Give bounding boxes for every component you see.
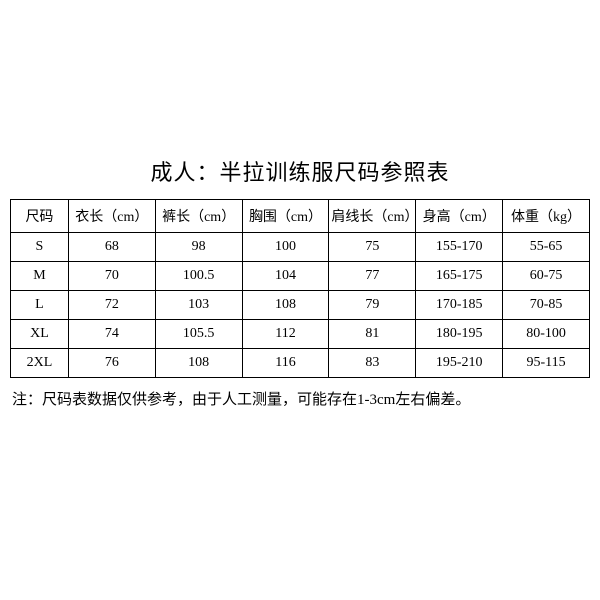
col-header-size: 尺码 [11, 200, 69, 233]
footnote-text: 注：尺码表数据仅供参考，由于人工测量，可能存在1-3cm左右偏差。 [10, 388, 590, 409]
col-header-length: 衣长（cm） [68, 200, 155, 233]
cell-value: 55-65 [503, 233, 590, 262]
table-row: M 70 100.5 104 77 165-175 60-75 [11, 262, 590, 291]
cell-value: 70 [68, 262, 155, 291]
cell-value: 68 [68, 233, 155, 262]
cell-size: 2XL [11, 349, 69, 378]
col-header-weight: 体重（kg） [503, 200, 590, 233]
cell-value: 83 [329, 349, 416, 378]
cell-value: 108 [242, 291, 329, 320]
cell-value: 70-85 [503, 291, 590, 320]
cell-value: 76 [68, 349, 155, 378]
cell-value: 60-75 [503, 262, 590, 291]
cell-value: 170-185 [416, 291, 503, 320]
table-row: 2XL 76 108 116 83 195-210 95-115 [11, 349, 590, 378]
cell-value: 75 [329, 233, 416, 262]
cell-value: 108 [155, 349, 242, 378]
table-row: XL 74 105.5 112 81 180-195 80-100 [11, 320, 590, 349]
cell-value: 100.5 [155, 262, 242, 291]
size-chart-container: 成人：半拉训练服尺码参照表 尺码 衣长（cm） 裤长（cm） 胸围（cm） 肩线… [10, 155, 590, 409]
cell-value: 103 [155, 291, 242, 320]
cell-value: 95-115 [503, 349, 590, 378]
cell-value: 98 [155, 233, 242, 262]
cell-value: 74 [68, 320, 155, 349]
col-header-height: 身高（cm） [416, 200, 503, 233]
cell-value: 80-100 [503, 320, 590, 349]
table-body: S 68 98 100 75 155-170 55-65 M 70 100.5 … [11, 233, 590, 378]
cell-value: 79 [329, 291, 416, 320]
cell-value: 155-170 [416, 233, 503, 262]
table-row: S 68 98 100 75 155-170 55-65 [11, 233, 590, 262]
cell-size: L [11, 291, 69, 320]
cell-value: 105.5 [155, 320, 242, 349]
cell-size: S [11, 233, 69, 262]
cell-value: 180-195 [416, 320, 503, 349]
cell-value: 195-210 [416, 349, 503, 378]
table-row: L 72 103 108 79 170-185 70-85 [11, 291, 590, 320]
cell-value: 77 [329, 262, 416, 291]
cell-value: 100 [242, 233, 329, 262]
size-table: 尺码 衣长（cm） 裤长（cm） 胸围（cm） 肩线长（cm） 身高（cm） 体… [10, 199, 590, 378]
cell-value: 116 [242, 349, 329, 378]
col-header-shoulder: 肩线长（cm） [329, 200, 416, 233]
cell-value: 104 [242, 262, 329, 291]
cell-value: 72 [68, 291, 155, 320]
cell-value: 112 [242, 320, 329, 349]
col-header-chest: 胸围（cm） [242, 200, 329, 233]
table-header-row: 尺码 衣长（cm） 裤长（cm） 胸围（cm） 肩线长（cm） 身高（cm） 体… [11, 200, 590, 233]
chart-title: 成人：半拉训练服尺码参照表 [10, 155, 590, 187]
cell-size: XL [11, 320, 69, 349]
col-header-pants: 裤长（cm） [155, 200, 242, 233]
cell-value: 165-175 [416, 262, 503, 291]
cell-value: 81 [329, 320, 416, 349]
cell-size: M [11, 262, 69, 291]
